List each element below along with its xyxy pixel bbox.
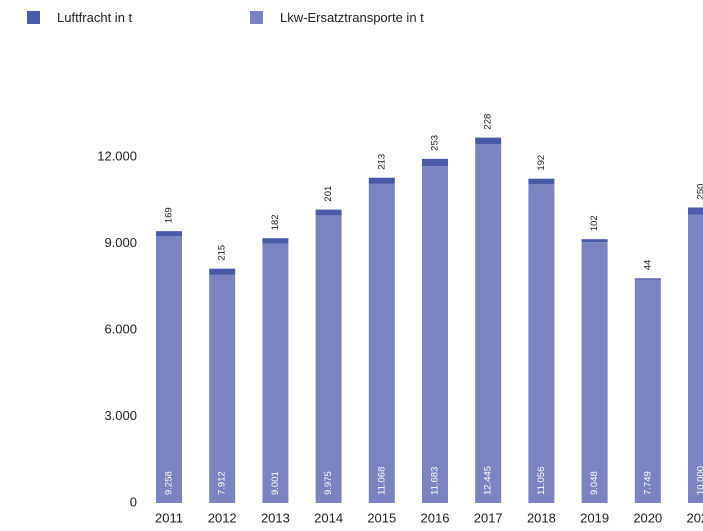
y-tick-label: 3.000 [104, 408, 137, 423]
bar-segment [156, 231, 182, 237]
value-label: 11.056 [536, 467, 547, 495]
bar-segment [475, 144, 502, 503]
bar-segment [528, 184, 555, 503]
y-tick-label: 6.000 [104, 321, 137, 336]
x-tick-label: 2021 [687, 510, 703, 525]
x-tick-label: 2019 [580, 510, 609, 525]
legend-swatch [250, 11, 263, 24]
bar-segment [315, 209, 342, 216]
bar-segment [209, 268, 236, 275]
x-tick-label: 2016 [421, 510, 450, 525]
bar-segment [262, 238, 289, 244]
bar-segment [581, 242, 608, 503]
value-label: 9.048 [589, 471, 600, 495]
value-label: 12.445 [483, 466, 494, 495]
x-tick-label: 2012 [208, 510, 237, 525]
bar-segment [581, 239, 608, 243]
bar-segment [422, 166, 448, 503]
bar-segment [262, 243, 289, 503]
x-tick-label: 2018 [527, 510, 556, 525]
value-label: 11.068 [376, 467, 387, 495]
bar-segment [688, 214, 703, 503]
value-label: 182 [270, 214, 281, 230]
bar-segment [209, 274, 236, 503]
y-tick-label: 12.000 [97, 148, 137, 163]
value-label: 169 [164, 207, 175, 223]
value-label: 102 [589, 215, 600, 231]
bar-segment [368, 177, 395, 184]
x-tick-label: 2011 [155, 510, 183, 525]
legend-label: Luftfracht in t [57, 10, 133, 25]
value-label: 253 [430, 135, 441, 151]
bar-segment [688, 207, 703, 215]
y-tick-label: 0 [130, 494, 137, 509]
value-label: 9.001 [270, 471, 281, 495]
bar-segment [315, 215, 342, 503]
x-tick-label: 2013 [261, 510, 290, 525]
value-label: 11.683 [430, 467, 441, 495]
value-label: 10.000 [696, 466, 703, 495]
bar-segment [368, 183, 395, 503]
bar-segment [156, 236, 182, 503]
value-label: 192 [536, 155, 547, 171]
value-label: 9.975 [323, 471, 334, 495]
bar-segment [634, 279, 661, 503]
value-label: 215 [217, 245, 228, 261]
value-label: 201 [323, 186, 334, 202]
x-tick-label: 2020 [633, 510, 662, 525]
value-label: 7.749 [642, 471, 653, 495]
legend-swatch [27, 11, 40, 24]
legend-label: Lkw-Ersatztransporte in t [280, 10, 424, 25]
value-label: 44 [642, 260, 653, 271]
value-label: 213 [376, 154, 387, 170]
value-label: 9.258 [164, 471, 175, 495]
x-tick-label: 2014 [314, 510, 343, 525]
bar-segment [422, 158, 448, 167]
x-tick-label: 2017 [474, 510, 503, 525]
y-tick-label: 9.000 [104, 235, 137, 250]
value-label: 250 [696, 184, 703, 200]
x-tick-label: 2015 [367, 510, 396, 525]
bar-segment [634, 278, 661, 280]
bar-segment [528, 178, 555, 185]
bar-segment [475, 137, 502, 145]
value-label: 7.912 [217, 471, 228, 495]
value-label: 228 [483, 114, 494, 130]
